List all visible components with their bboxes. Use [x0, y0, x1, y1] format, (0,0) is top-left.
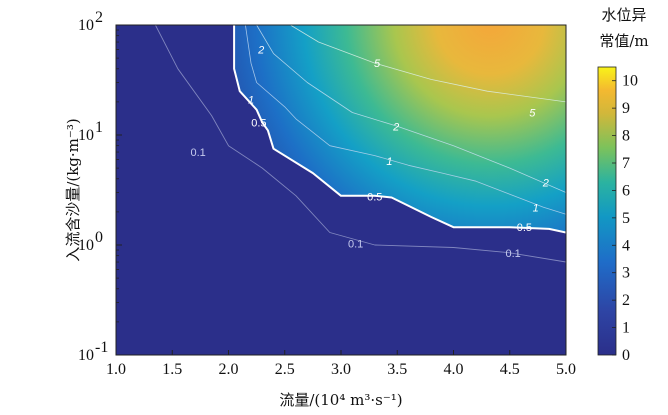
contour-label-0_1-2: 0.1	[505, 248, 520, 260]
y-tick-label: 10	[78, 347, 94, 364]
colorbar-title-line-2: 常值/m	[599, 32, 648, 50]
x-tick-label: 2.0	[219, 361, 239, 378]
contour-label-1-1: 1	[386, 156, 392, 168]
y-tick-label: 10	[78, 237, 94, 254]
contour-label-0_5-2: 0.5	[517, 222, 532, 234]
contour-line-0_1	[154, 25, 566, 263]
contour-label-2-2: 2	[542, 177, 549, 189]
colorbar-tick-label: 4	[622, 237, 630, 254]
contour-label-0_5-0: 0.5	[251, 117, 266, 129]
contour-label-1-2: 1	[533, 202, 539, 214]
colorbar-gradient	[597, 66, 617, 356]
x-tick-label: 1.0	[106, 361, 126, 378]
contour-line-0_5	[233, 25, 566, 234]
x-tick-label: 2.5	[275, 361, 295, 378]
x-axis-ticks: 1.0 1.5 2.0 2.5 3.0 3.5 4.0 4.5 5.0	[106, 350, 576, 378]
contour-label-0_5-1: 0.5	[367, 192, 382, 204]
colorbar-tick-label: 2	[622, 292, 630, 309]
contour-label-5-1: 5	[529, 108, 536, 120]
contour-line-1	[245, 25, 566, 215]
y-tick-label: 10	[78, 17, 94, 34]
contour-label-1-0: 1	[248, 95, 254, 107]
colorbar-tick-label: 1	[622, 320, 630, 337]
colorbar-title-line-1: 水位异	[601, 6, 646, 24]
x-tick-label: 4.0	[444, 361, 464, 378]
contour-line-5	[290, 25, 566, 103]
contour-label-0_1-1: 0.1	[348, 239, 363, 251]
x-tick-label: 4.5	[500, 361, 520, 378]
y-tick-exponent: -1	[95, 339, 108, 356]
contour-lines	[154, 25, 566, 263]
x-tick-label: 3.0	[331, 361, 351, 378]
y-axis-title: 入流含沙量/(kg·m⁻³)	[64, 118, 82, 261]
contour-label-2-0: 2	[257, 44, 264, 56]
x-tick-label: 3.5	[387, 361, 407, 378]
contour-line-2	[256, 25, 566, 193]
colorbar-tick-label: 3	[622, 265, 630, 282]
colorbar: 水位异 常值/m 0 1 2 3 4 5 6 7 8 9 10	[597, 6, 649, 364]
colorbar-tick-label: 7	[622, 155, 630, 172]
colorbar-tick-label: 0	[622, 347, 630, 364]
high-value-fill-region	[234, 25, 566, 233]
x-axis-title: 流量/(10⁴ m³·s⁻¹)	[279, 391, 402, 409]
colorbar-tick-label: 8	[622, 128, 630, 145]
colorbar-tick-label: 10	[622, 73, 638, 90]
colorbar-tick-label: 6	[622, 182, 630, 199]
contour-label-2-1: 2	[392, 121, 399, 133]
contour-label-5-0: 5	[374, 58, 381, 70]
y-tick-label: 10	[78, 127, 94, 144]
y-tick-exponent: 0	[95, 229, 103, 246]
x-tick-label: 1.5	[162, 361, 182, 378]
y-tick-exponent: 1	[95, 119, 103, 136]
contour-label-0_1-0: 0.1	[190, 147, 205, 159]
y-tick-exponent: 2	[95, 9, 103, 26]
x-tick-label: 5.0	[556, 361, 576, 378]
colorbar-ticks: 0 1 2 3 4 5 6 7 8 9 10	[612, 73, 638, 364]
colorbar-tick-label: 9	[622, 100, 630, 117]
colorbar-tick-label: 5	[622, 210, 630, 227]
